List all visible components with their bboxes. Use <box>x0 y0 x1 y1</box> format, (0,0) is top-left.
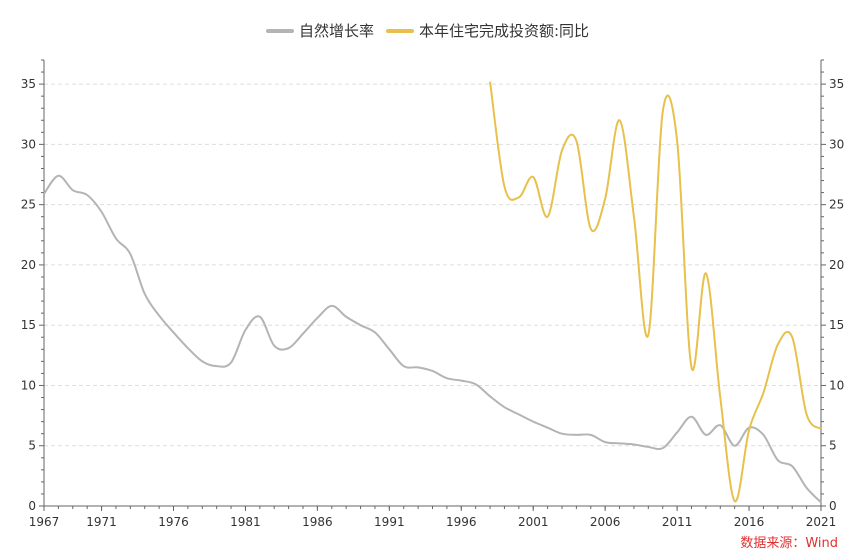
x-tick-label: 2021 <box>806 515 837 529</box>
y-tick-label-right: 10 <box>829 378 844 392</box>
series-lines <box>43 81 822 504</box>
y-tick-label-left: 20 <box>21 258 36 272</box>
legend: 自然增长率 本年住宅完成投资额:同比 <box>266 22 589 40</box>
y-tick-label-right: 15 <box>829 318 844 332</box>
y-tick-label-right: 25 <box>829 198 844 212</box>
x-tick-label: 1986 <box>302 515 333 529</box>
x-tick-label: 2011 <box>662 515 693 529</box>
y-tick-label-left: 35 <box>21 77 36 91</box>
y-tick-label-left: 10 <box>21 378 36 392</box>
y-tick-label-left: 0 <box>28 499 36 513</box>
x-tick-label: 1991 <box>374 515 405 529</box>
y-tick-label-left: 30 <box>21 137 36 151</box>
x-tick-label: 2001 <box>518 515 549 529</box>
source-note: 数据来源：Wind <box>740 536 838 551</box>
gridlines <box>44 83 821 447</box>
y-tick-label-right: 20 <box>829 258 844 272</box>
y-tick-label-left: 25 <box>21 198 36 212</box>
x-tick-label: 1971 <box>86 515 117 529</box>
legend-label-1: 自然增长率 <box>299 22 374 40</box>
x-tick-label: 2006 <box>590 515 621 529</box>
series-line-2 <box>489 81 822 503</box>
series-line-1 <box>43 174 822 504</box>
y-tick-label-left: 5 <box>28 439 36 453</box>
x-tick-label: 1976 <box>158 515 189 529</box>
x-tick-label: 1967 <box>29 515 60 529</box>
x-tick-label: 1996 <box>446 515 477 529</box>
y-tick-label-right: 35 <box>829 77 844 91</box>
legend-label-2: 本年住宅完成投资额:同比 <box>419 22 589 40</box>
axes: 0 0 5 5 10 10 15 15 20 20 25 25 30 30 35 35 1967 1971 1976… <box>21 59 844 529</box>
x-tick-label: 2016 <box>734 515 765 529</box>
y-tick-label-right: 5 <box>829 439 837 453</box>
x-tick-label: 1981 <box>230 515 261 529</box>
y-tick-label-right: 30 <box>829 137 844 151</box>
y-tick-label-left: 15 <box>21 318 36 332</box>
y-tick-label-right: 0 <box>829 499 837 513</box>
